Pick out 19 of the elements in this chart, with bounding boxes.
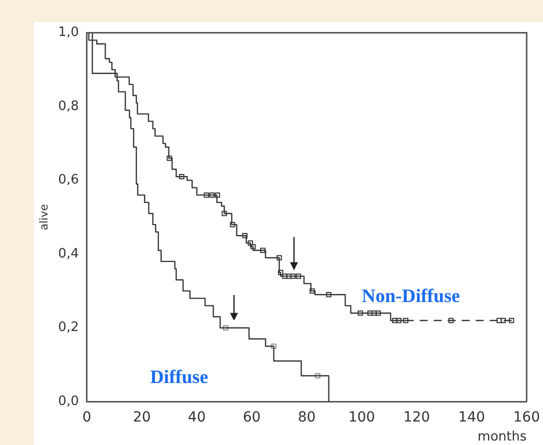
y-tick-label: 0,2 (58, 320, 79, 336)
y-tick-label: 1,0 (58, 25, 79, 40)
y-tick-label: 0,4 (58, 246, 79, 262)
x-tick-label: 80 (298, 410, 316, 426)
x-tick-label: 120 (403, 410, 430, 426)
x-axis-title: months (478, 430, 527, 445)
series-label: Non-Diffuse (362, 286, 460, 308)
y-tick-label: 0,0 (58, 394, 79, 409)
x-tick-label: 60 (242, 410, 261, 426)
x-tick-label: 0 (82, 410, 92, 426)
text: Diffuse (150, 367, 208, 388)
x-tick-label: 100 (348, 410, 376, 426)
x-tick-label: 140 (458, 410, 486, 426)
y-tick-label: 0,8 (58, 98, 79, 114)
y-axis-title: alive (37, 204, 50, 230)
y-tick-label: 0,6 (58, 172, 79, 188)
x-tick-label: 40 (188, 410, 206, 426)
x-tick-label: 20 (132, 410, 151, 426)
x-tick-label: 160 (513, 410, 540, 426)
